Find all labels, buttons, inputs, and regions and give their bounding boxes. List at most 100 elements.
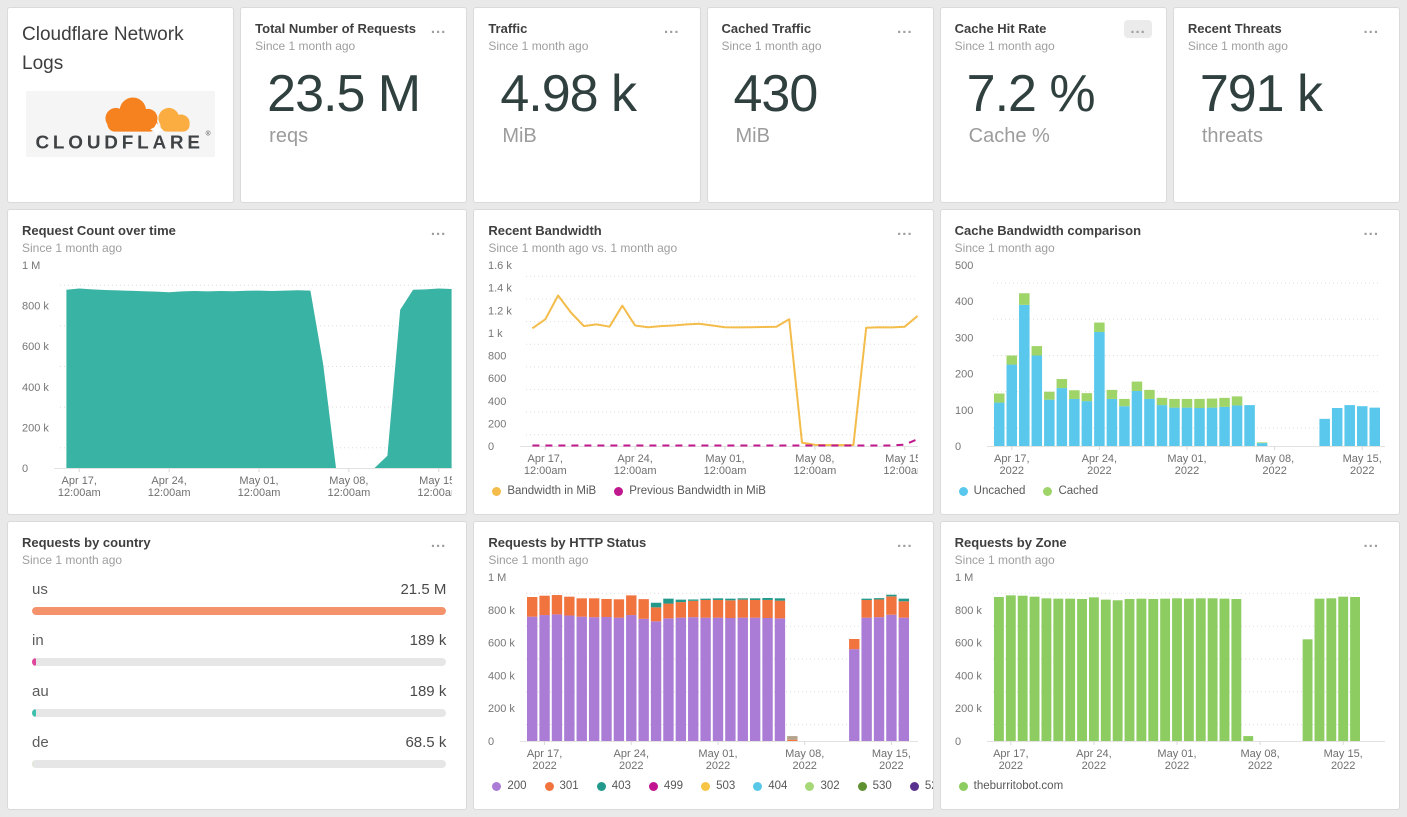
legend-label: 403 (611, 780, 631, 792)
country-value: 21.5 M (400, 580, 447, 598)
legend-color-dot (1043, 486, 1053, 496)
country-label: de (32, 733, 49, 751)
country-row[interactable]: us 21.5 M (32, 580, 447, 615)
legend-label: Uncached (973, 485, 1026, 497)
svg-text:1.4 k: 1.4 k (488, 282, 512, 294)
legend-item[interactable]: 526 (909, 780, 933, 792)
stat-value: 7.2 % (966, 64, 1096, 123)
legend-item[interactable]: 499 (648, 780, 684, 792)
svg-text:400: 400 (955, 296, 973, 308)
svg-text:800 k: 800 k (488, 604, 515, 616)
svg-text:1 M: 1 M (22, 260, 40, 272)
panel-subtitle: Since 1 month ago (488, 38, 589, 53)
panel-menu-icon[interactable]: ... (430, 222, 447, 239)
legend-color-dot (614, 486, 624, 496)
panel-title: Cache Bandwidth comparison (954, 223, 1142, 238)
panel-requests-by-country: Requests by country Since 1 month ago ..… (7, 521, 468, 810)
panel-subtitle: Since 1 month ago (22, 240, 123, 255)
panel-total-requests: Total Number of Requests Since 1 month a… (240, 7, 468, 203)
legend-item[interactable]: Bandwidth in MiB (492, 485, 596, 497)
recent-bandwidth-chart[interactable]: 0 200 400 600 800 1 k 1.2 k 1.4 k 1.6 k Apr 17, 12… (488, 255, 919, 480)
panel-subtitle: Since 1 month ago (22, 552, 123, 567)
country-row[interactable]: in 189 k (32, 631, 447, 666)
svg-text:Apr 24,2022: Apr 24, 2022 (1076, 748, 1111, 772)
svg-text:600 k: 600 k (955, 637, 982, 649)
panel-subtitle: Since 1 month ago (255, 38, 356, 53)
svg-text:Apr 24,12:00am: Apr 24, 12:00am (614, 453, 657, 477)
legend-item[interactable]: Cached (1043, 485, 1098, 497)
panel-menu-icon[interactable]: ... (1363, 534, 1379, 551)
country-bar-track (32, 657, 447, 666)
panel-menu-icon[interactable]: ... (430, 534, 447, 551)
panel-title: Requests by country (22, 535, 151, 550)
panel-menu-icon[interactable]: ... (663, 20, 680, 37)
country-label: in (32, 631, 44, 649)
panel-requests-by-http-status: Requests by HTTP Status Since 1 month ag… (473, 521, 934, 810)
legend-item[interactable]: 302 (805, 780, 840, 792)
legend-item[interactable]: 403 (596, 780, 631, 792)
legend-label: 503 (716, 780, 736, 792)
svg-text:Apr 17,2022: Apr 17, 2022 (993, 748, 1028, 772)
panel-menu-icon[interactable]: ... (1363, 222, 1379, 239)
panel-subtitle: Since 1 month ago (1187, 38, 1288, 53)
legend-item[interactable]: theburritobot.com (958, 780, 1064, 792)
dashboard-title: Cloudflare Network Logs (22, 24, 184, 75)
svg-text:May 08,12:00am: May 08, 12:00am (327, 475, 370, 499)
requests-by-zone-chart[interactable]: 0 200 k 400 k 600 k 800 k 1 M Apr 17, 2022 Apr 2… (955, 567, 1385, 775)
legend-item[interactable]: 503 (701, 780, 735, 792)
legend-label: 499 (663, 780, 684, 792)
stat-value: 4.98 k (500, 64, 637, 123)
svg-text:May 15,12:00am: May 15,12:00am (417, 475, 452, 499)
svg-text:May 15,2022: May 15, 2022 (1323, 748, 1362, 772)
cache-bandwidth-chart[interactable]: 0 100 200 300 400 500 Apr 17, 2022 Apr 24, 2022 Ma… (955, 255, 1385, 480)
panel-menu-icon[interactable]: ... (897, 20, 913, 37)
svg-text:May 01,2022: May 01, 2022 (1167, 453, 1206, 477)
svg-text:May 15,12:00am: May 15,12:00am (884, 453, 919, 477)
svg-text:200 k: 200 k (22, 422, 49, 434)
country-list: us 21.5 M in 189 k au 189 k de 68.5 k (22, 581, 452, 785)
panel-menu-icon[interactable]: ... (897, 534, 913, 551)
country-row[interactable]: de 68.5 k (32, 733, 447, 768)
svg-text:800 k: 800 k (22, 300, 49, 312)
country-bar-fill (32, 606, 447, 615)
panel-title: Cache Hit Rate (954, 21, 1047, 36)
stat-value: 23.5 M (267, 64, 421, 123)
country-row[interactable]: au 189 k (32, 683, 447, 717)
svg-text:May 08,2022: May 08, 2022 (1255, 453, 1294, 477)
svg-text:600 k: 600 k (22, 341, 49, 353)
panel-menu-icon[interactable]: ... (1124, 20, 1152, 38)
panel-menu-icon[interactable]: ... (897, 222, 913, 239)
panel-requests-by-zone: Requests by Zone Since 1 month ago ... 0… (939, 521, 1400, 810)
stat-unit: MiB (502, 125, 537, 148)
legend-color-dot (596, 781, 606, 791)
svg-text:200 k: 200 k (488, 703, 515, 715)
http-status-chart[interactable]: 0 200 k 400 k 600 k 800 k 1 M Apr 17, 2022 Apr 2… (488, 567, 919, 775)
legend-item[interactable]: Previous Bandwidth in MiB (614, 485, 766, 497)
legend-item[interactable]: 530 (857, 780, 892, 792)
panel-title: Requests by HTTP Status (488, 535, 647, 550)
panel-title: Recent Threats (1187, 21, 1282, 36)
panel-menu-icon[interactable]: ... (1363, 20, 1379, 37)
panel-traffic: Traffic Since 1 month ago ... 4.98 k MiB (473, 7, 701, 203)
panel-title: Cached Traffic (721, 21, 812, 36)
panel-menu-icon[interactable]: ... (430, 20, 447, 37)
svg-text:May 15,2022: May 15, 2022 (1342, 453, 1381, 477)
legend-label: Previous Bandwidth in MiB (629, 485, 766, 497)
svg-text:1.2 k: 1.2 k (488, 305, 512, 317)
legend-item[interactable]: Uncached (958, 485, 1026, 497)
svg-text:May 08,12:00am: May 08, 12:00am (794, 453, 837, 477)
chart-legend: theburritobot.com (955, 775, 1385, 797)
legend-item[interactable]: 200 (492, 780, 527, 792)
legend-item[interactable]: 301 (544, 780, 579, 792)
stat-value: 430 (733, 64, 819, 123)
panel-subtitle: Since 1 month ago (954, 38, 1055, 53)
svg-text:1 M: 1 M (955, 572, 973, 584)
request-count-chart[interactable]: 0 200 k 400 k 600 k 800 k 1 M Apr 17, 12:00am Ap… (22, 255, 452, 502)
svg-text:400 k: 400 k (955, 670, 982, 682)
legend-label: theburritobot.com (973, 780, 1064, 792)
svg-text:300: 300 (955, 332, 973, 344)
legend-item[interactable]: 404 (753, 780, 787, 792)
panel-subtitle: Since 1 month ago (488, 552, 589, 567)
panel-request-count: Request Count over time Since 1 month ag… (7, 209, 468, 515)
